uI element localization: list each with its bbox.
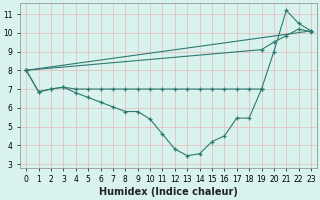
X-axis label: Humidex (Indice chaleur): Humidex (Indice chaleur) [99, 187, 238, 197]
